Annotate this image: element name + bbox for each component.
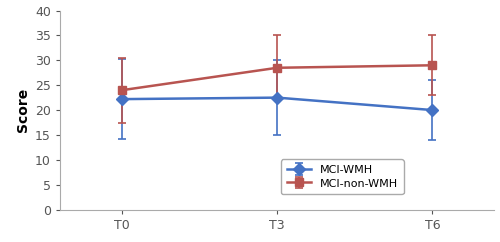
- Legend: MCI-WMH, MCI-non-WMH: MCI-WMH, MCI-non-WMH: [281, 159, 404, 194]
- Y-axis label: Score: Score: [16, 88, 30, 132]
